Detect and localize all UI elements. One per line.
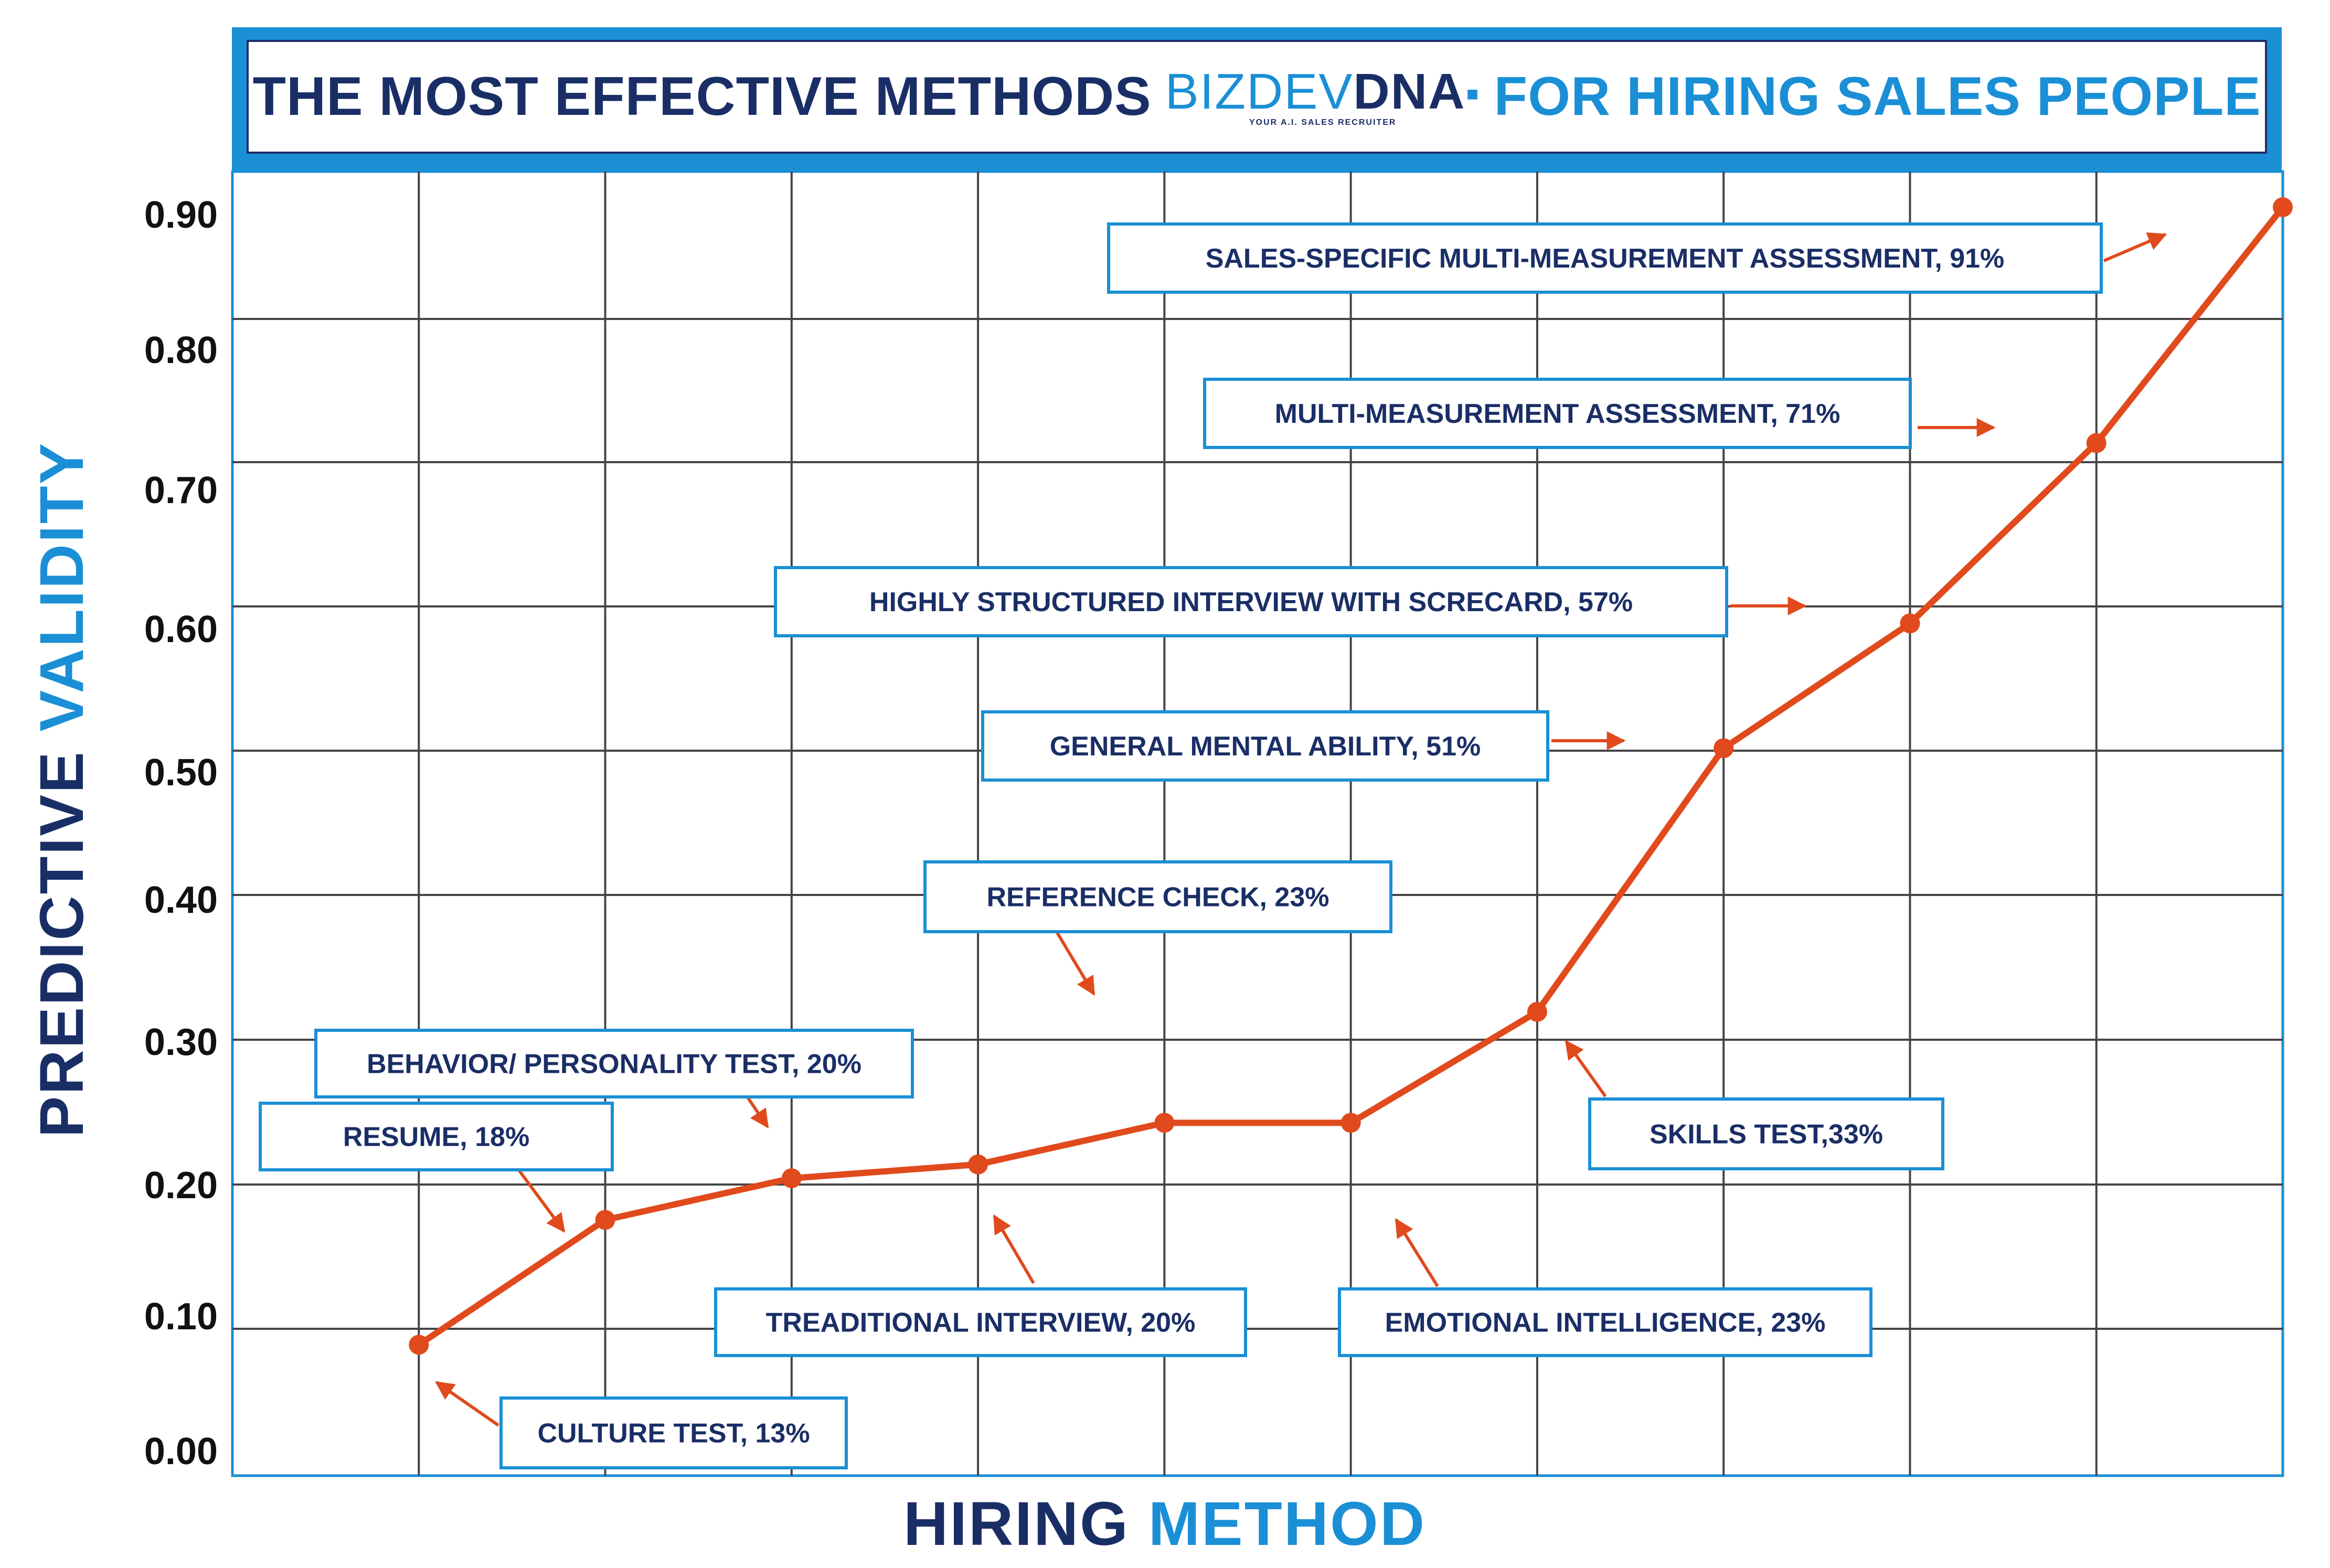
annotation-box bbox=[981, 710, 1549, 782]
y-tick-label: 0.40 bbox=[144, 879, 218, 921]
y-tick-label: 0.60 bbox=[144, 609, 218, 650]
y-tick-label: 0.80 bbox=[144, 329, 218, 371]
data-point bbox=[2086, 433, 2106, 453]
annotation-box bbox=[259, 1102, 614, 1171]
grid-lines bbox=[231, 170, 2284, 1477]
data-point bbox=[1714, 738, 1734, 759]
data-point bbox=[1527, 1001, 1547, 1022]
y-tick-label: 0.10 bbox=[144, 1296, 218, 1338]
annotation-box bbox=[1338, 1287, 1872, 1357]
bizdevdna-logo: BIZDEVDNA⬝ YOUR A.I. SALES RECRUITER bbox=[1165, 66, 1481, 127]
logo-plus-icon: ⬝ bbox=[1465, 63, 1481, 120]
annotation-label: SALES-SPECIFIC MULTI-MEASUREMENT ASSESSM… bbox=[1206, 243, 2005, 274]
annotation-arrow bbox=[1395, 1218, 1439, 1287]
annotation-box bbox=[714, 1287, 1247, 1357]
data-point bbox=[2273, 197, 2293, 217]
annotation-box bbox=[1203, 378, 1912, 449]
annotation-box bbox=[1107, 222, 2103, 294]
y-tick-label: 0.00 bbox=[144, 1431, 218, 1473]
annotation-boxes: CULTURE TEST, 13% RESUME, 18% BEHAVIOR/ PE… bbox=[259, 222, 2103, 1469]
logo-word-bizdev: BIZDEV bbox=[1165, 63, 1354, 120]
y-tick-label: 0.70 bbox=[144, 470, 218, 511]
annotation-label: CULTURE TEST, 13% bbox=[537, 1418, 810, 1449]
annotation-label: RESUME, 18% bbox=[343, 1122, 529, 1153]
annotation-label: BEHAVIOR/ PERSONALITY TEST, 20% bbox=[367, 1049, 861, 1080]
annotation-label: MULTI-MEASUREMENT ASSESSMENT, 71% bbox=[1275, 399, 1840, 429]
logo-tagline: YOUR A.I. SALES RECRUITER bbox=[1249, 118, 1397, 127]
data-point bbox=[968, 1154, 988, 1175]
annotation-arrow bbox=[1056, 932, 1095, 996]
annotation-arrow bbox=[993, 1214, 1035, 1284]
annotation-box bbox=[774, 566, 1728, 637]
axis-labels: HIRING METHOD PREDICTIVE VALIDITY bbox=[27, 442, 1426, 1559]
data-point bbox=[1340, 1113, 1361, 1133]
annotation-label: HIGHLY STRUCTURED INTERVIEW WITH SCRECAR… bbox=[869, 587, 1633, 617]
x-axis-title: HIRING METHOD bbox=[903, 1489, 1426, 1559]
annotation-box bbox=[923, 860, 1392, 933]
logo-word-dna: DNA bbox=[1353, 63, 1466, 120]
y-tick-label: 0.30 bbox=[144, 1021, 218, 1063]
data-point bbox=[781, 1168, 802, 1189]
data-point bbox=[595, 1210, 615, 1230]
y-tick-label: 0.20 bbox=[144, 1165, 218, 1207]
data-point bbox=[1154, 1113, 1175, 1133]
chart-title-right: FOR HIRING SALES PEOPLE bbox=[1494, 66, 2261, 127]
annotation-label: TREADITIONAL INTERVIEW, 20% bbox=[766, 1308, 1196, 1338]
annotation-label: SKILLS TEST,33% bbox=[1650, 1119, 1883, 1150]
annotation-box bbox=[499, 1396, 848, 1469]
annotation-arrow bbox=[435, 1381, 499, 1427]
annotation-box bbox=[1588, 1097, 1944, 1170]
data-point bbox=[1900, 613, 1920, 634]
y-tick-labels: 0.00 0.10 0.20 0.30 0.40 0.50 0.60 0.70 0.80 0.90 bbox=[144, 194, 218, 1473]
x-axis-title-part1: HIRING bbox=[903, 1489, 1130, 1559]
plot-frame bbox=[231, 170, 2284, 1477]
annotation-label: REFERENCE CHECK, 23% bbox=[986, 882, 1329, 913]
annotation-label: EMOTIONAL INTELLIGENCE, 23% bbox=[1385, 1308, 1826, 1338]
y-axis-title-part1: PREDICTIVE bbox=[27, 750, 97, 1137]
series-points bbox=[409, 197, 2293, 1355]
y-axis-title-part2: VALIDITY bbox=[27, 442, 97, 732]
title-box: THE MOST EFFECTIVE METHODS BIZDEVDNA⬝ YO… bbox=[247, 40, 2267, 154]
annotation-label: GENERAL MENTAL ABILITY, 51% bbox=[1050, 731, 1481, 762]
chart-title-left: THE MOST EFFECTIVE METHODS bbox=[252, 66, 1152, 127]
annotation-arrow bbox=[1565, 1040, 1607, 1097]
y-tick-label: 0.50 bbox=[144, 752, 218, 794]
annotation-arrow bbox=[2103, 232, 2167, 262]
annotation-arrow bbox=[518, 1170, 566, 1233]
y-axis-title: PREDICTIVE VALIDITY bbox=[27, 442, 97, 1138]
y-tick-label: 0.90 bbox=[144, 194, 218, 236]
annotation-box bbox=[314, 1029, 914, 1098]
data-point bbox=[409, 1335, 429, 1355]
x-axis-title-part2: METHOD bbox=[1148, 1489, 1426, 1559]
title-banner: THE MOST EFFECTIVE METHODS BIZDEVDNA⬝ YO… bbox=[232, 27, 2282, 172]
